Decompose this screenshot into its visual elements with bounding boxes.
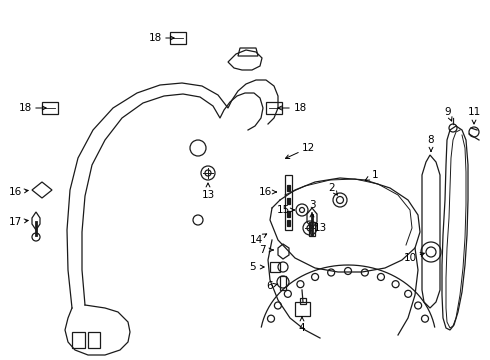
Polygon shape [287,211,290,217]
Text: 18: 18 [294,103,307,113]
Polygon shape [287,198,290,204]
Text: 9: 9 [445,107,451,117]
Text: 16: 16 [8,187,22,197]
Text: 13: 13 [201,190,215,200]
Text: 2: 2 [329,183,335,193]
Text: 10: 10 [403,253,416,263]
Text: 3: 3 [309,200,315,210]
Text: 8: 8 [428,135,434,145]
Text: 13: 13 [314,223,327,233]
Text: 16: 16 [258,187,271,197]
Polygon shape [287,220,290,226]
Text: 15: 15 [276,205,290,215]
Text: 5: 5 [249,262,255,272]
Text: 17: 17 [8,217,22,227]
Text: 6: 6 [267,281,273,291]
Text: 7: 7 [259,245,265,255]
Text: 14: 14 [249,235,263,245]
Text: 18: 18 [148,33,162,43]
Text: 1: 1 [372,170,378,180]
Polygon shape [287,185,290,191]
Text: 18: 18 [19,103,32,113]
Text: 12: 12 [301,143,315,153]
Text: 11: 11 [467,107,481,117]
Text: 4: 4 [299,323,305,333]
